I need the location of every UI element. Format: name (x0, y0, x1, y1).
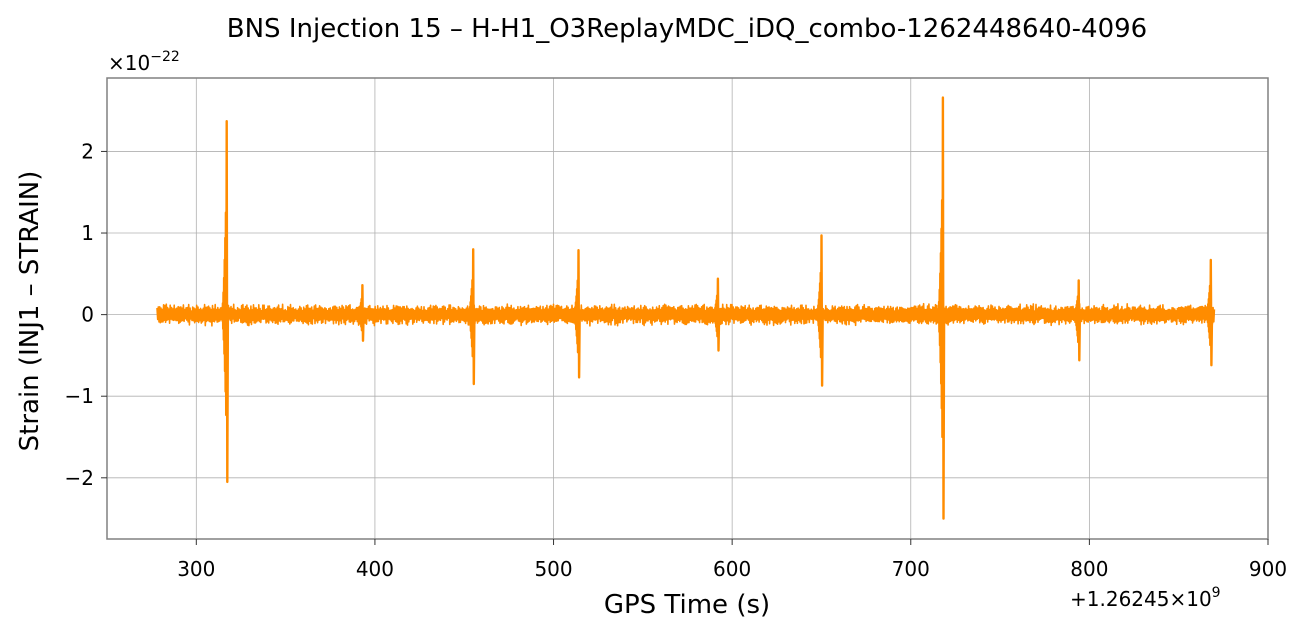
x-offset-base: +1.26245×10 (1070, 587, 1212, 611)
y-axis-ticks: −2 −1 0 1 2 (65, 139, 107, 490)
strain-series (156, 96, 1216, 520)
x-axis-ticks: 300 400 500 600 700 800 900 (177, 539, 1287, 581)
x-offset-exponent: 9 (1212, 585, 1221, 601)
x-tick-label: 700 (892, 557, 930, 581)
x-tick-label: 300 (177, 557, 215, 581)
chart-title: BNS Injection 15 – H-H1_O3ReplayMDC_iDQ_… (227, 14, 1147, 44)
injection-spike (815, 234, 824, 387)
x-tick-label: 400 (356, 557, 394, 581)
y-multiplier: ×10−22 (108, 49, 180, 75)
plot-frame (106, 77, 1269, 540)
noise-trace (156, 302, 1216, 327)
x-axis-label: GPS Time (s) (604, 590, 770, 620)
injection-spike (467, 248, 476, 386)
x-tick-label: 500 (534, 557, 572, 581)
x-tick-label: 800 (1070, 557, 1108, 581)
x-tick-label: 600 (713, 557, 751, 581)
injection-spike (572, 248, 581, 379)
injection-spike (356, 284, 365, 342)
y-tick-label: 0 (81, 303, 94, 327)
x-tick-label: 900 (1249, 557, 1287, 581)
y-tick-label: 1 (81, 221, 94, 245)
y-multiplier-base: ×10 (108, 51, 150, 75)
y-tick-label: 2 (81, 139, 94, 163)
injection-spike (1072, 279, 1082, 362)
injection-spike (220, 119, 230, 484)
injection-spike (711, 277, 721, 352)
y-multiplier-exponent: −22 (150, 49, 180, 65)
y-axis-label: Strain (INJ1 – STRAIN) (15, 171, 45, 452)
y-tick-label: −2 (65, 466, 94, 490)
x-offset: +1.26245×109 (1070, 585, 1221, 611)
y-tick-label: −1 (65, 384, 94, 408)
injection-spike (1204, 258, 1214, 367)
injection-spike (936, 96, 946, 520)
